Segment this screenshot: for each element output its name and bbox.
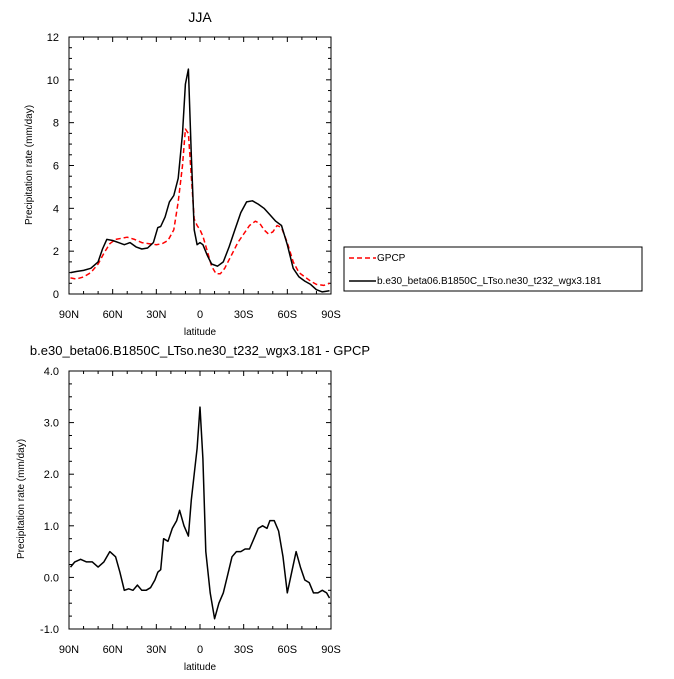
top-panel-ylabel: Precipitation rate (mm/day) [24,105,35,225]
top-panel-frame [68,36,332,295]
y-tick-label: 2.0 [44,469,59,481]
x-tick-label: 60S [278,309,298,321]
x-tick-label: 30N [146,644,166,656]
y-tick-label: 0 [53,289,59,301]
x-tick-label: 60S [278,644,298,656]
bottom-panel-lines [69,406,331,620]
y-tick-label: 8 [53,118,59,130]
y-tick-label: -1.0 [40,624,59,636]
top-panel-xlabel: latitude [184,327,217,338]
y-tick-label: 3.0 [44,418,59,430]
x-tick-label: 30S [234,309,254,321]
series-line-gpcp [70,128,330,287]
bottom-panel-frame [68,370,332,630]
bottom-panel-title: b.e30_beta06.B1850C_LTso.ne30_t232_wgx3.… [30,343,370,358]
x-tick-label: 60N [103,309,123,321]
x-tick-label: 30N [146,309,166,321]
top-panel-ticks: 0 2 4 6 8 10 12 90N 60N 30N 0 30S 60S 90S [47,32,341,321]
legend-box [343,246,643,292]
legend-model-label: b.e30_beta06.B1850C_LTso.ne30_t232_wgx3.… [377,276,602,287]
y-tick-label: 6 [53,161,59,173]
top-panel-title: JJA [188,9,212,25]
x-tick-label: 90S [321,309,341,321]
top-panel: JJA Precipitation rate (mm/day) latitude… [24,9,341,338]
y-tick-label: 12 [47,32,59,44]
x-tick-label: 0 [197,309,203,321]
y-tick-label: 1.0 [44,521,59,533]
series-line-difference [69,406,331,620]
x-tick-label: 30S [234,644,254,656]
x-tick-label: 60N [103,644,123,656]
x-tick-label: 90S [321,644,341,656]
series-line-model [70,68,330,293]
bottom-panel-xlabel: latitude [184,662,217,673]
legend: GPCP b.e30_beta06.B1850C_LTso.ne30_t232_… [343,246,643,292]
bottom-panel-ylabel: Precipitation rate (mm/day) [16,439,27,559]
y-tick-label: 2 [53,246,59,258]
top-panel-lines [70,68,330,293]
y-tick-label: 0.0 [44,572,59,584]
y-tick-label: 4 [53,203,59,215]
y-tick-label: 4.0 [44,366,59,378]
bottom-panel: b.e30_beta06.B1850C_LTso.ne30_t232_wgx3.… [16,343,370,673]
x-tick-label: 90N [59,644,79,656]
x-tick-label: 0 [197,644,203,656]
y-tick-label: 10 [47,75,59,87]
x-tick-label: 90N [59,309,79,321]
legend-gpcp-label: GPCP [377,253,406,264]
